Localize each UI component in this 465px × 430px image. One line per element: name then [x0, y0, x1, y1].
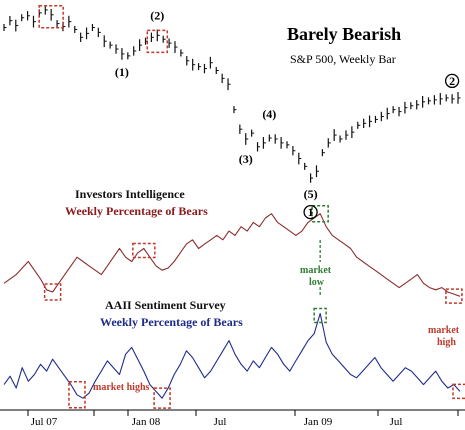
x-axis-ticks: Jul 07 Jan 08 Jul Jan 09 Jul: [27, 410, 459, 428]
x-tick-label: Jul: [390, 416, 403, 428]
sp500-top-box-2: [146, 29, 169, 54]
ii-box-low: [311, 204, 329, 223]
ii-box-1: [43, 283, 62, 301]
wave-label: (5): [304, 187, 318, 201]
wave-label: (4): [262, 107, 276, 121]
wave-label: 2: [449, 74, 455, 88]
aaii-box-low: [313, 307, 327, 324]
market-highs-label: market highs: [93, 382, 150, 393]
highlight-boxes: [38, 5, 465, 409]
x-tick-label: Jul 07: [31, 416, 58, 428]
ii-box-2: [132, 242, 156, 259]
x-tick-label: Jan 08: [132, 416, 161, 428]
wave-circle: [303, 204, 318, 220]
aaii-box-1: [68, 381, 86, 409]
aaii-box-end: [452, 383, 465, 400]
investors_intelligence-line: [3, 213, 461, 297]
wave-circle: [444, 73, 460, 89]
market-low-label-line2: low: [309, 277, 325, 288]
wave-label: (1): [115, 65, 129, 79]
sp500-top-box-1: [38, 5, 64, 29]
aaii-subtitle: Weekly Percentage of Bears: [100, 315, 243, 329]
market-high-label-line2: high: [437, 337, 456, 348]
wave-label: 1: [308, 205, 314, 219]
x-tick-label: Jan 09: [304, 416, 333, 428]
ii-title: Investors Intelligence: [75, 187, 185, 201]
wave-label: (3): [239, 152, 253, 166]
ii-box-end: [445, 288, 463, 304]
market-low-label-line1: market: [300, 265, 332, 276]
aaii-line: [3, 312, 461, 399]
market-high-label-line1: market: [428, 325, 460, 336]
aaii-series: [3, 312, 461, 399]
aaii-title: AAII Sentiment Survey: [105, 298, 226, 312]
wave-labels: (1) (2) (3) (4) (5) 1 2: [115, 8, 460, 220]
aaii-box-2: [153, 387, 171, 409]
ii-subtitle: Weekly Percentage of Bears: [65, 204, 208, 218]
sp500-title: Barely Bearish: [287, 24, 401, 44]
sp500-subtitle: S&P 500, Weekly Bar: [290, 52, 396, 66]
wave-label: (2): [150, 8, 164, 22]
x-tick-label: Jul: [214, 416, 227, 428]
investors-intelligence-series: [3, 213, 461, 297]
sp500-bars: [3, 5, 461, 183]
